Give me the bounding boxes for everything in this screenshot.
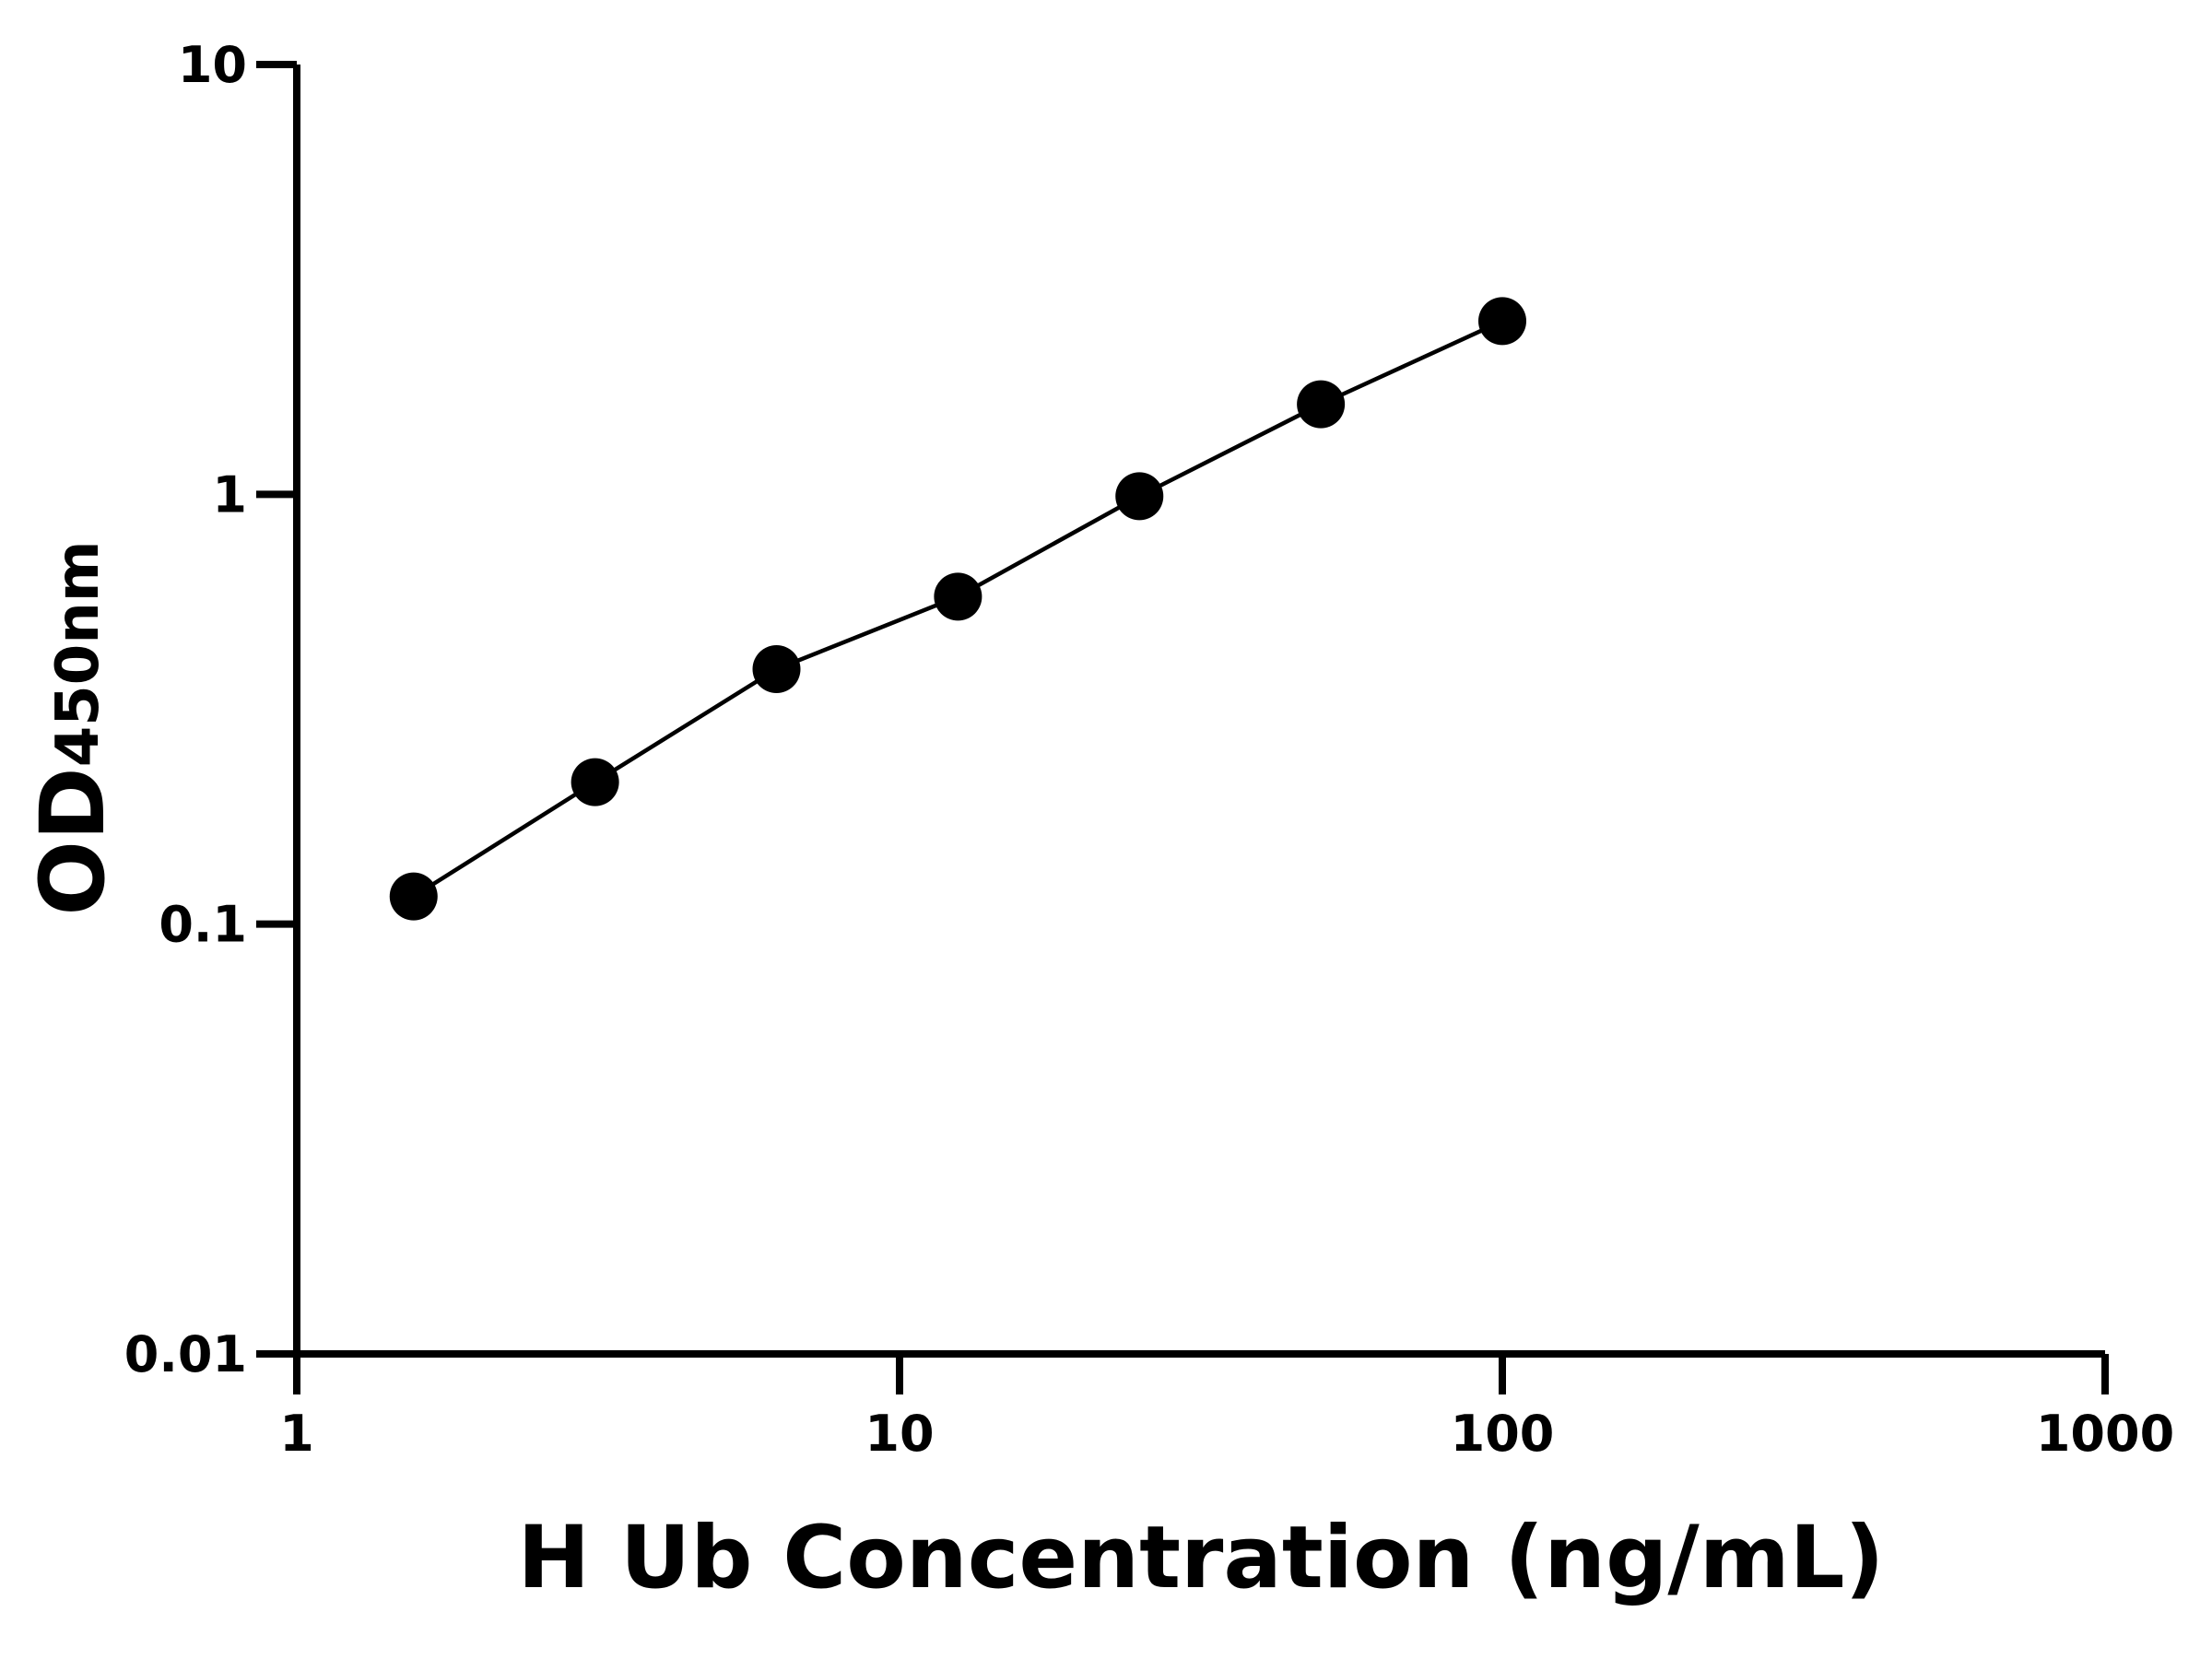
y-axis-label-sub: 450nm: [44, 540, 112, 767]
x-tick-label: 1000: [2036, 1405, 2174, 1463]
data-point: [934, 572, 982, 621]
data-point: [1115, 472, 1164, 521]
data-point: [752, 644, 801, 693]
data-point: [1297, 380, 1346, 429]
data-point: [1478, 297, 1526, 346]
x-axis-label: H Ub Concentration (ng/mL): [517, 1508, 1884, 1608]
y-axis-label: OD450nm: [21, 540, 124, 915]
x-tick-label: 1: [279, 1405, 314, 1463]
data-point: [389, 872, 438, 921]
y-tick-label: 10: [178, 36, 247, 94]
data-point: [571, 758, 619, 806]
x-tick-label: 10: [865, 1405, 934, 1463]
y-tick-label: 0.1: [159, 896, 247, 954]
y-tick-label: 0.01: [124, 1325, 247, 1383]
y-axis-label-main: OD: [21, 767, 124, 915]
y-tick-label: 1: [212, 465, 247, 524]
x-tick-label: 100: [1451, 1405, 1555, 1463]
